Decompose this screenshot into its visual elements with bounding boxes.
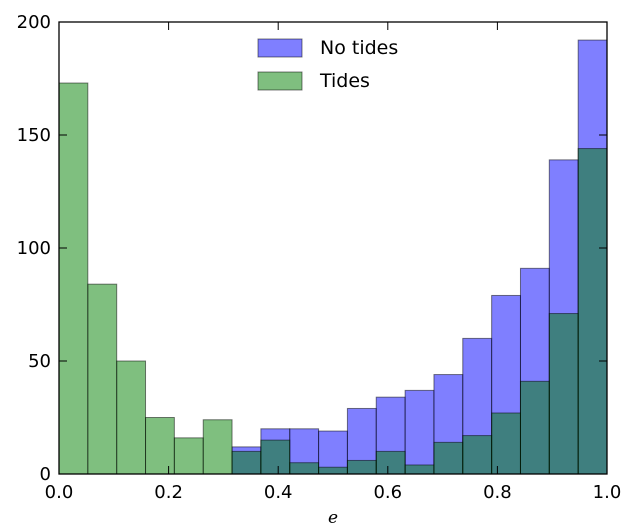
bar-tides-12 (404, 464, 435, 475)
bar-tides-3 (145, 417, 175, 475)
legend-swatch-tides (257, 71, 303, 91)
bar-tides-2 (116, 360, 147, 475)
ticks-layer: 0.0 0.2 0.4 0.6 0.8 1.0 0 50 100 150 200 (17, 12, 622, 503)
x-tick-label: 0.0 (45, 482, 74, 503)
y-tick-label: 0 (40, 464, 51, 485)
bar-tides-8 (289, 462, 320, 475)
bars-layer (58, 39, 608, 475)
y-tick-label: 50 (28, 351, 51, 372)
bar-tides-1 (87, 283, 118, 475)
bar-no-tides-12 (404, 389, 435, 475)
legend-label-no-tides: No tides (320, 37, 398, 59)
bar-tides-7 (260, 439, 291, 475)
bar-tides-0 (58, 82, 89, 475)
legend-swatch-no-tides (257, 38, 303, 58)
x-tick-label: 0.2 (154, 482, 183, 503)
bar-tides-18 (577, 148, 608, 475)
x-axis-label: e (328, 508, 338, 528)
x-tick-label: 0.6 (373, 482, 402, 503)
bar-tides-4 (173, 437, 204, 475)
y-tick-label: 200 (17, 12, 51, 33)
bar-tides-13 (433, 441, 464, 475)
bar-tides-15 (491, 412, 521, 475)
x-tick-label: 0.8 (483, 482, 512, 503)
bar-tides-11 (375, 450, 406, 475)
y-tick-label: 150 (17, 125, 51, 146)
bar-tides-10 (346, 459, 377, 475)
bar-tides-14 (462, 435, 493, 475)
bar-tides-6 (231, 450, 262, 475)
bar-tides-17 (548, 313, 579, 475)
y-tick-label: 100 (17, 238, 51, 259)
x-tick-label: 0.4 (264, 482, 293, 503)
bar-tides-5 (202, 419, 233, 475)
x-tick-label: 1.0 (593, 482, 622, 503)
bar-tides-16 (519, 380, 550, 475)
bar-tides-9 (318, 466, 348, 475)
legend: No tides Tides (257, 37, 398, 92)
legend-label-tides: Tides (319, 70, 370, 92)
